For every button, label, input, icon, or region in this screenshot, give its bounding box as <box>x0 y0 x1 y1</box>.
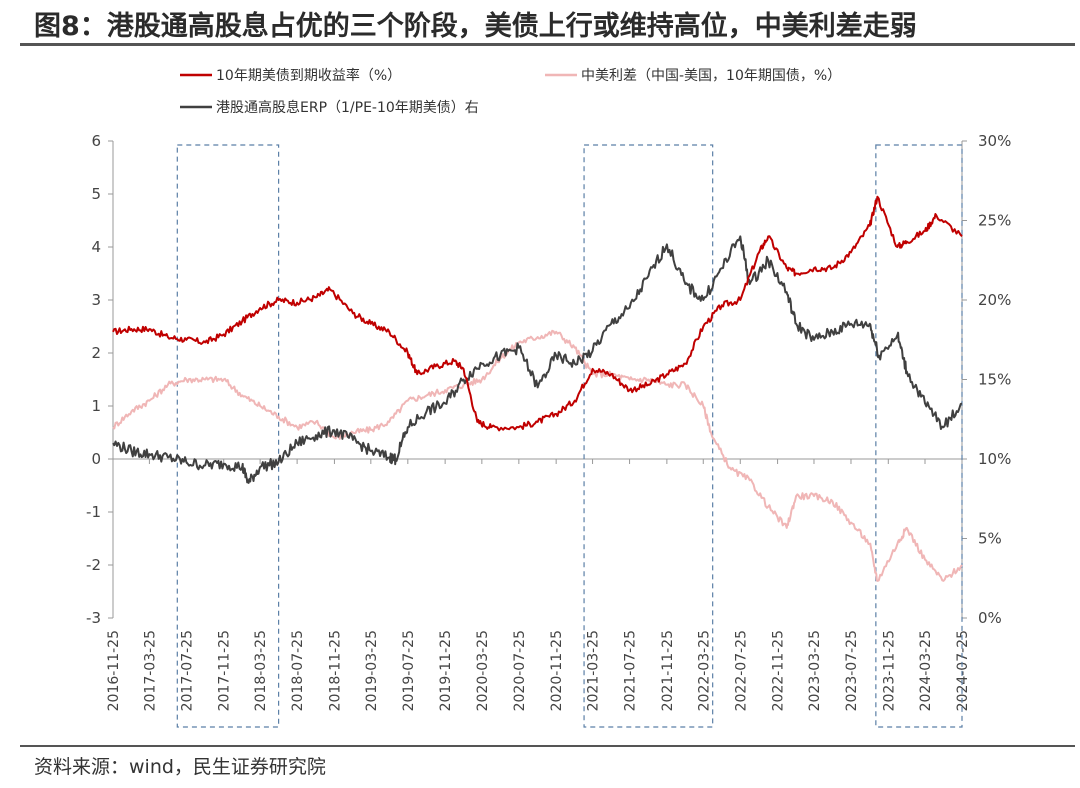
highlight-period-box <box>176 144 280 728</box>
series-line-spread <box>112 329 963 582</box>
title-rule <box>20 43 1075 46</box>
x-tick-label: 2019-07-25 <box>401 630 417 711</box>
x-tick-label: 2021-07-25 <box>623 630 639 711</box>
x-tick-label: 2022-11-25 <box>771 630 787 711</box>
x-tick-label: 2020-03-25 <box>475 630 491 711</box>
x-tick-label: 2024-07-25 <box>955 630 971 711</box>
y-left-tick-label: -2 <box>86 556 101 574</box>
y-left-tick-label: 6 <box>91 132 101 150</box>
series-line-us-yield <box>112 195 963 432</box>
y-right-tick-label: 15% <box>978 371 1011 389</box>
plot-area: -3 -2 -1 0 1 2 3 4 5 6 0% 5% 10% 15% 20% 25% 30% 2016-11-… <box>86 132 1011 728</box>
dual-axis-line-chart: 10年期美债到期收益率（%） 中美利差（中国-美国，10年期国债，%） 港股通高… <box>86 67 1011 728</box>
highlight-period-box <box>875 144 963 728</box>
y-left-tick-label: 5 <box>91 185 101 203</box>
x-tick-label: 2023-11-25 <box>881 630 897 711</box>
legend-label-erp: 港股通高股息ERP（1/PE-10年期美债）右 <box>216 99 479 116</box>
x-tick-label: 2023-07-25 <box>844 630 860 711</box>
y-right-tick-label: 30% <box>978 132 1011 150</box>
x-tick-label: 2018-07-25 <box>290 630 306 711</box>
x-tick-label: 2021-11-25 <box>660 630 676 711</box>
x-tick-label: 2017-03-25 <box>142 630 158 711</box>
x-tick-label: 2021-03-25 <box>586 630 602 711</box>
y-left-tick-label: 4 <box>91 238 101 256</box>
y-right-tick-label: 10% <box>978 450 1011 468</box>
x-tick-label: 2022-07-25 <box>733 630 749 711</box>
y-right-tick-label: 25% <box>978 212 1011 230</box>
figure-title: 图8：港股通高股息占优的三个阶段，美债上行或维持高位，中美利差走弱 <box>34 11 917 42</box>
y-left-tick-label: 1 <box>91 397 101 415</box>
source-note: 资料来源：wind，民生证券研究院 <box>34 756 326 778</box>
x-tick-label: 2017-11-25 <box>217 630 233 711</box>
y-right-tick-label: 5% <box>978 530 1002 548</box>
x-tick-label: 2017-07-25 <box>179 630 195 711</box>
y-left-tick-label: 3 <box>91 291 101 309</box>
x-tick-label: 2024-03-25 <box>918 630 934 711</box>
series-line-erp <box>112 235 963 484</box>
legend: 10年期美债到期收益率（%） 中美利差（中国-美国，10年期国债，%） 港股通高… <box>180 67 841 116</box>
x-tick-label: 2023-03-25 <box>807 630 823 711</box>
x-tick-label: 2018-03-25 <box>253 630 269 711</box>
y-right-tick-label: 20% <box>978 291 1011 309</box>
y-left-tick-label: 2 <box>91 344 101 362</box>
x-tick-label: 2022-03-25 <box>696 630 712 711</box>
x-tick-label: 2020-07-25 <box>512 630 528 711</box>
y-right-tick-label: 0% <box>978 609 1002 627</box>
x-tick-label: 2019-11-25 <box>438 630 454 711</box>
legend-label-spread: 中美利差（中国-美国，10年期国债，%） <box>581 68 841 84</box>
source-rule <box>20 745 1075 747</box>
highlight-period-box <box>583 144 714 728</box>
x-tick-label: 2019-03-25 <box>364 630 380 711</box>
x-tick-label: 2016-11-25 <box>106 630 122 711</box>
x-tick-label: 2020-11-25 <box>549 630 565 711</box>
x-tick-label: 2018-11-25 <box>327 630 343 711</box>
y-left-tick-label: 0 <box>91 450 101 468</box>
y-left-tick-label: -3 <box>86 609 101 627</box>
y-left-tick-label: -1 <box>86 503 101 521</box>
legend-label-us-yield: 10年期美债到期收益率（%） <box>216 67 401 84</box>
